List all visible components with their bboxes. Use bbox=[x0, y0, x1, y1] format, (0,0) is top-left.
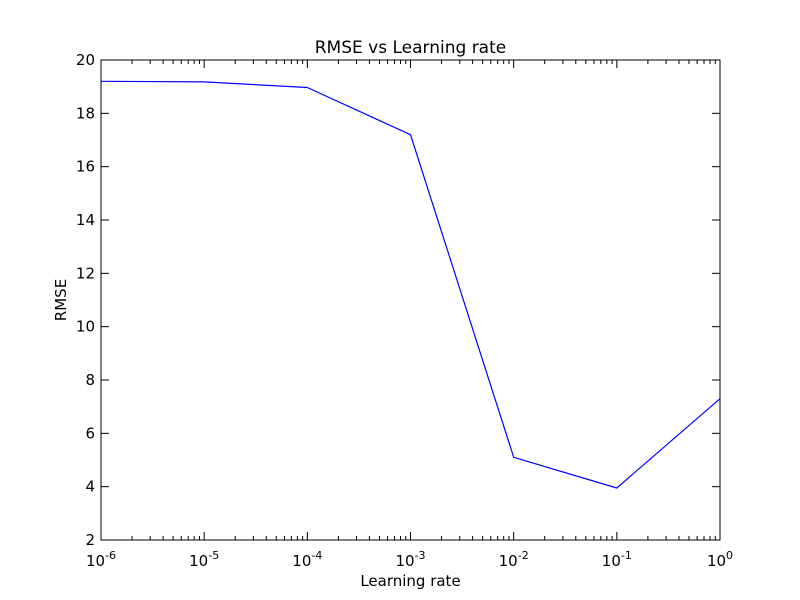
x-tick-labels: 10-6 10-5 10-4 10-3 10-2 10-1 100 bbox=[86, 549, 733, 570]
x-tick-label: 10-2 bbox=[499, 549, 529, 570]
y-tick-label: 20 bbox=[76, 51, 95, 69]
y-tick-label: 10 bbox=[76, 318, 95, 336]
x-tick-label: 10-4 bbox=[292, 549, 322, 570]
x-tick-label: 10-5 bbox=[189, 549, 219, 570]
series-layer bbox=[100, 80, 721, 489]
plot-area bbox=[101, 60, 720, 540]
y-tick-label: 6 bbox=[85, 424, 95, 442]
y-tick-label: 4 bbox=[85, 478, 95, 496]
series-line bbox=[100, 80, 721, 489]
y-axis-label: RMSE bbox=[52, 279, 70, 321]
y-tick-label: 12 bbox=[76, 264, 95, 282]
tick-layer bbox=[100, 59, 721, 541]
x-axis-label: Learning rate bbox=[360, 572, 460, 590]
x-tick-label: 10-6 bbox=[86, 549, 116, 570]
x-tick-label: 10-1 bbox=[602, 549, 632, 570]
y-tick-label: 14 bbox=[76, 211, 95, 229]
x-tick-label: 100 bbox=[707, 549, 733, 570]
y-tick-label: 16 bbox=[76, 158, 95, 176]
plot-frame bbox=[100, 59, 721, 541]
y-tick-label: 18 bbox=[76, 104, 95, 122]
x-tick-label: 10-3 bbox=[395, 549, 425, 570]
y-tick-label: 8 bbox=[85, 371, 95, 389]
y-tick-label: 2 bbox=[85, 531, 95, 549]
y-tick-labels: 2 4 6 8 10 12 14 16 18 20 bbox=[76, 51, 95, 549]
chart-title: RMSE vs Learning rate bbox=[315, 38, 506, 58]
